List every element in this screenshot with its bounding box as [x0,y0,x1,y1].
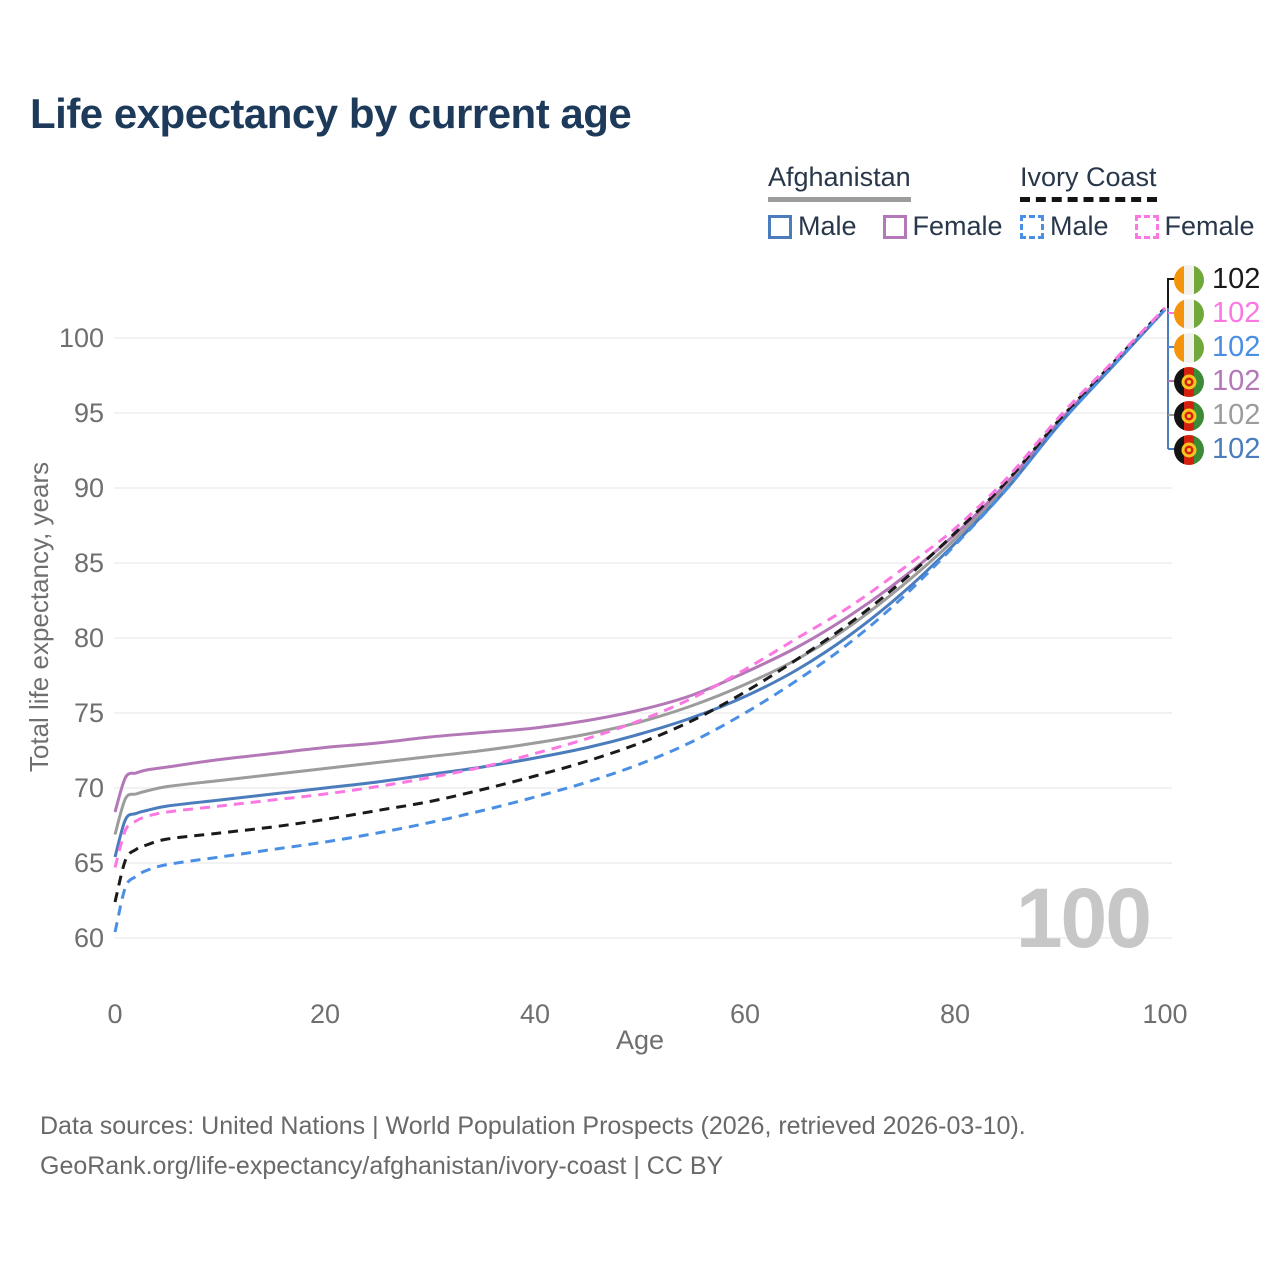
footer: Data sources: United Nations | World Pop… [40,1106,1026,1186]
series-line-ivory-coast-both-sexes [113,306,1167,903]
series-line-ivory-coast-female [113,306,1167,868]
data-sources-line: Data sources: United Nations | World Pop… [40,1112,1026,1140]
end-value-label: 102 [1212,399,1261,431]
y-tick-95: 95 [74,398,104,428]
ivory-coast-flag-icon [1174,332,1204,363]
legend-group-afghanistan: Afghanistan Male Female [768,162,1003,242]
end-label-afghanistan-both-sexes: 102 [1174,399,1260,432]
y-tick-75: 75 [74,698,104,728]
afghanistan-female-checkbox[interactable] [882,214,907,239]
end-label-afghanistan-female: 102 [1174,365,1260,398]
x-tick-100: 100 [1142,999,1187,1029]
legend-toggle-afghanistan-female[interactable]: Female [882,211,1003,242]
afghanistan-female-label: Female [912,211,1003,241]
legend-toggle-afghanistan-male[interactable]: Male [768,211,857,242]
legend-toggle-ivory-coast-female[interactable]: Female [1134,211,1255,242]
legend-group-ivory-coast: Ivory Coast Male Female [1020,162,1255,242]
end-label-ivory-coast-both-sexes: 102 [1174,263,1260,296]
end-value-label: 102 [1212,433,1261,465]
legend-afghanistan-label: Afghanistan [768,162,911,202]
legend-toggle-ivory-coast-male[interactable]: Male [1020,211,1109,242]
ivory-coast-flag-icon [1174,264,1204,295]
series-line-ivory-coast-male [113,308,1167,933]
afghanistan-flag-icon [1174,366,1204,397]
y-tick-90: 90 [74,473,104,503]
afghanistan-flag-icon [1174,400,1204,431]
afghanistan-male-checkbox[interactable] [768,214,792,239]
ivory-coast-male-checkbox[interactable] [1020,214,1044,239]
x-tick-40: 40 [520,999,550,1029]
x-axis-title: Age [616,1025,664,1055]
x-tick-60: 60 [730,999,760,1029]
end-label-ivory-coast-male: 102 [1174,331,1260,364]
y-tick-85: 85 [74,548,104,578]
end-value-label: 102 [1212,331,1261,363]
legend-ivory-coast-label: Ivory Coast [1020,162,1157,202]
y-tick-60: 60 [74,923,104,953]
end-value-label: 102 [1212,263,1261,295]
y-tick-80: 80 [74,623,104,653]
page-title: Life expectancy by current age [30,90,632,137]
attribution-line: GeoRank.org/life-expectancy/afghanistan/… [40,1152,724,1180]
y-tick-100: 100 [59,323,104,353]
end-value-label: 102 [1212,297,1261,329]
ivory-coast-female-label: Female [1164,211,1255,241]
y-tick-65: 65 [74,848,104,878]
x-tick-20: 20 [310,999,340,1029]
y-tick-70: 70 [74,773,104,803]
end-label-afghanistan-male: 102 [1174,433,1260,466]
legend-ivory-coast-items: Male Female [1020,211,1255,242]
x-tick-80: 80 [940,999,970,1029]
ivory-coast-male-label: Male [1050,211,1109,241]
legend-afghanistan-items: Male Female [768,211,1003,242]
afghanistan-flag-icon [1174,434,1204,465]
end-value-label: 102 [1212,365,1261,397]
series-line-afghanistan-both-sexes [113,308,1167,835]
ivory-coast-flag-icon [1174,298,1204,329]
series-line-afghanistan-female [113,308,1167,813]
ivory-coast-female-checkbox[interactable] [1134,214,1159,239]
x-tick-0: 0 [107,999,122,1029]
end-label-ivory-coast-female: 102 [1174,297,1260,330]
y-axis-title: Total life expectancy, years [24,462,54,772]
age-frame-watermark: 100 [1015,871,1152,965]
afghanistan-male-label: Male [798,211,857,241]
